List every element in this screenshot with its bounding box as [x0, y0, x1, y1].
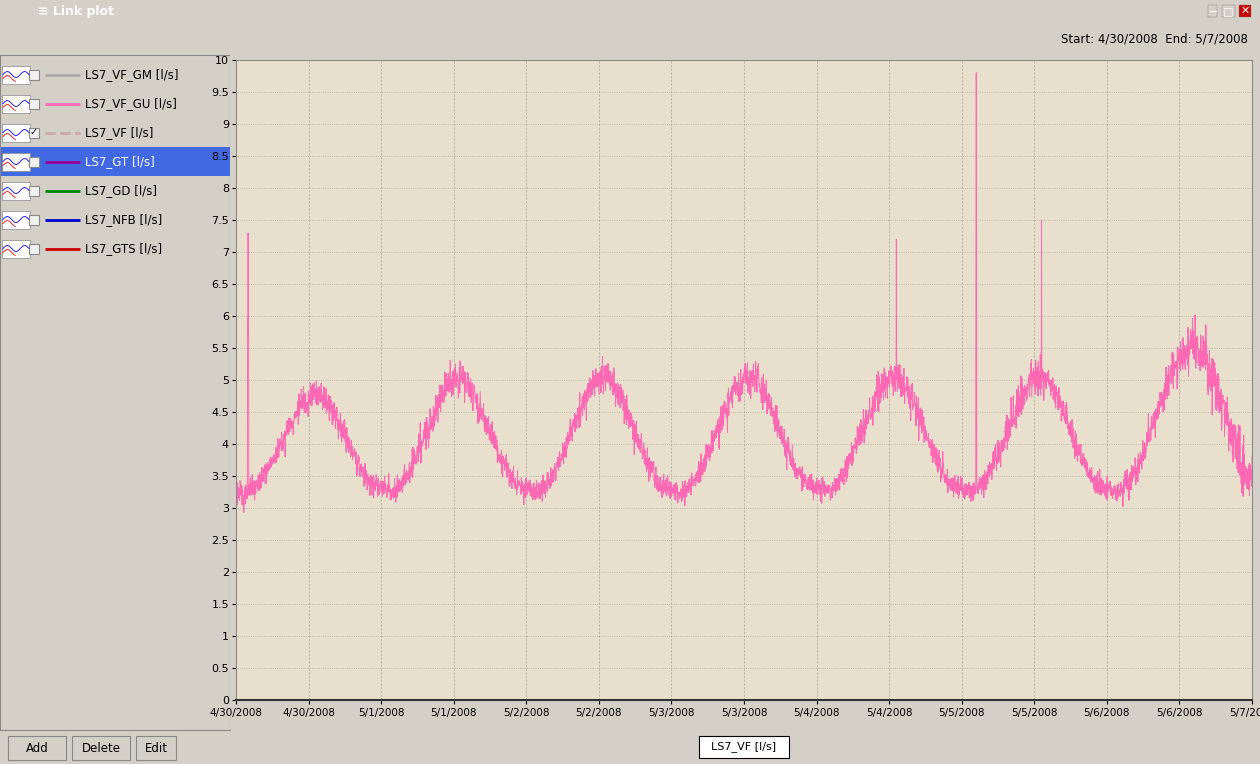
Bar	[3, 182, 30, 199]
Text: LS7_GTS [l/s]: LS7_GTS [l/s]	[84, 242, 163, 255]
Bar	[8, 736, 66, 760]
Bar	[3, 153, 30, 170]
Text: □: □	[1223, 6, 1234, 16]
Text: LS7_GT [l/s]: LS7_GT [l/s]	[84, 155, 155, 168]
Bar	[29, 186, 39, 196]
Bar	[29, 70, 39, 79]
Text: LS7_VF [l/s]: LS7_VF [l/s]	[84, 126, 154, 139]
Bar	[29, 244, 39, 254]
Bar	[3, 66, 30, 83]
Text: Add: Add	[25, 742, 48, 755]
Text: ≡ Link plot: ≡ Link plot	[38, 5, 113, 18]
Text: Start: 4/30/2008  End: 5/7/2008: Start: 4/30/2008 End: 5/7/2008	[1061, 32, 1247, 45]
Text: ✓: ✓	[30, 128, 38, 138]
Text: ─: ─	[1208, 6, 1216, 16]
Bar	[29, 215, 39, 225]
Bar	[3, 239, 30, 257]
Bar	[0, 147, 231, 176]
Bar	[699, 736, 789, 758]
Text: LS7_NFB [l/s]: LS7_NFB [l/s]	[84, 213, 163, 226]
Text: LS7_VF_GU [l/s]: LS7_VF_GU [l/s]	[84, 97, 176, 110]
Text: ✕: ✕	[1240, 6, 1250, 16]
Text: LS7_GD [l/s]: LS7_GD [l/s]	[84, 184, 158, 197]
Bar	[29, 99, 39, 108]
Bar	[29, 157, 39, 167]
Text: LS7_VF [l/s]: LS7_VF [l/s]	[712, 742, 776, 753]
Text: LS7_VF_GM [l/s]: LS7_VF_GM [l/s]	[84, 68, 179, 81]
Bar	[29, 128, 39, 138]
Bar	[3, 211, 30, 228]
Text: Edit: Edit	[145, 742, 168, 755]
Bar	[136, 736, 176, 760]
Bar	[3, 124, 30, 141]
Bar	[72, 736, 130, 760]
Text: Delete: Delete	[82, 742, 121, 755]
Bar	[3, 95, 30, 112]
